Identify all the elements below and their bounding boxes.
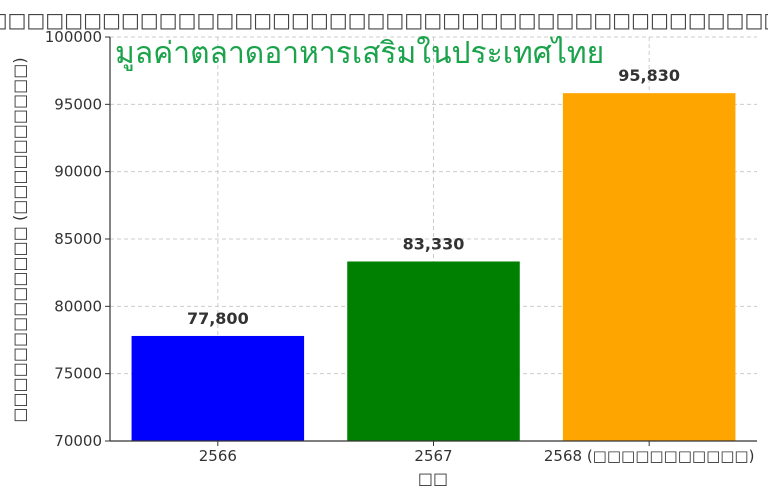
chart-title: □□□□□□□□□□□□□□□□□□□□□□□□□□□□□□□□□□□□□□□□…	[0, 8, 768, 32]
bar-value-label: 83,330	[403, 234, 465, 253]
x-axis-label: □□	[418, 469, 448, 488]
bars	[131, 93, 736, 441]
x-tick-label: 2568 (□□□□□□□□□□□)	[544, 447, 755, 465]
bar-2567	[347, 261, 520, 441]
bar-value-label: 95,830	[618, 66, 680, 85]
y-tick-label: 95000	[54, 95, 102, 113]
x-axis-ticks: 2566 2567 2568 (□□□□□□□□□□□)	[199, 441, 755, 465]
x-tick-label: 2567	[414, 447, 452, 465]
y-axis-ticks: 70000 75000 80000 85000 90000 95000 100000	[45, 28, 110, 450]
y-tick-label: 85000	[54, 230, 102, 248]
y-axis-label: □□□□□□□□□□□□□ (□□□□□□□□□□)	[10, 57, 29, 422]
x-tick-label: 2566	[199, 447, 237, 465]
y-tick-label: 75000	[54, 365, 102, 383]
y-tick-label: 70000	[54, 432, 102, 450]
y-tick-label: 80000	[54, 297, 102, 315]
data-labels: 77,800 83,330 95,830	[187, 66, 680, 328]
bar-value-label: 77,800	[187, 309, 249, 328]
y-tick-label: 100000	[45, 28, 102, 46]
y-tick-label: 90000	[54, 163, 102, 181]
chart-overlay-title: มูลค่าตลาดอาหารเสริมในประเทศไทย	[115, 35, 604, 71]
bar-2568	[562, 93, 736, 441]
bar-2566	[131, 335, 305, 441]
